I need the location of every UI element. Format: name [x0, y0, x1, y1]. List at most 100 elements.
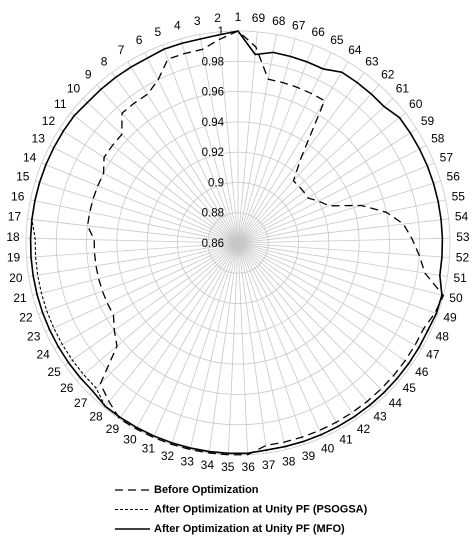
spoke — [45, 242, 239, 333]
category-label: 21 — [13, 291, 27, 305]
grid-circle — [55, 60, 421, 426]
category-label: 26 — [60, 381, 74, 395]
spoke — [64, 242, 239, 366]
category-label: 42 — [357, 422, 371, 436]
spoke — [54, 242, 239, 350]
category-label: 4 — [174, 19, 181, 33]
category-label: 10 — [67, 82, 81, 96]
spoke — [35, 180, 239, 244]
category-label: 32 — [161, 449, 175, 463]
category-label: 7 — [118, 43, 125, 57]
spoke — [237, 112, 406, 244]
spoke — [70, 112, 239, 244]
category-label: 9 — [85, 67, 92, 81]
spoke — [237, 162, 435, 244]
spoke — [237, 242, 450, 258]
category-label: 28 — [89, 410, 103, 424]
category-label: 67 — [292, 19, 306, 33]
spoke — [171, 242, 239, 445]
category-label: 46 — [415, 365, 429, 379]
category-label: 19 — [7, 251, 21, 265]
category-label: 5 — [155, 25, 162, 39]
spoke — [237, 242, 448, 278]
spoke — [89, 242, 239, 395]
y-tick-label: 0.92 — [202, 147, 224, 159]
spoke — [237, 61, 349, 244]
category-label: 61 — [396, 82, 410, 96]
category-label: 37 — [262, 458, 276, 472]
category-label: 58 — [431, 132, 445, 146]
spoke — [237, 242, 422, 350]
spoke — [218, 31, 239, 244]
category-label: 29 — [106, 422, 120, 436]
spoke — [76, 242, 239, 381]
category-label: 54 — [455, 210, 469, 224]
category-label: 66 — [311, 25, 325, 39]
spoke — [237, 242, 357, 420]
category-label: 27 — [74, 396, 88, 410]
y-tick-label: 0.88 — [202, 208, 224, 220]
category-label: 52 — [456, 251, 470, 265]
spoke — [237, 34, 277, 244]
spoke — [237, 52, 332, 244]
spoke — [38, 242, 239, 315]
spoke — [237, 242, 400, 381]
spoke — [127, 61, 239, 244]
spoke — [26, 242, 239, 258]
series-line — [29, 30, 444, 455]
category-label: 30 — [123, 433, 137, 447]
spoke — [237, 145, 427, 244]
grid-circle — [207, 212, 269, 274]
category-label: 22 — [19, 311, 33, 325]
y-tick-label: 0.94 — [202, 117, 225, 129]
category-label: 63 — [365, 54, 379, 68]
category-label: 23 — [27, 329, 41, 343]
category-label: 35 — [221, 460, 235, 474]
category-label: 53 — [456, 230, 470, 244]
spoke — [237, 44, 314, 244]
category-label: 25 — [48, 365, 62, 379]
category-label: 36 — [242, 460, 256, 474]
category-label: 50 — [449, 291, 463, 305]
category-label: 1 — [235, 10, 242, 24]
spoke — [28, 242, 239, 278]
category-label: 48 — [436, 329, 450, 343]
spoke — [59, 128, 239, 244]
category-label: 68 — [272, 14, 286, 28]
spoke — [237, 237, 450, 244]
spoke — [111, 72, 239, 244]
spoke — [82, 98, 239, 244]
spoke — [237, 242, 268, 454]
series-line — [86, 30, 445, 456]
spoke — [237, 242, 444, 296]
category-label: 60 — [409, 97, 423, 111]
spoke — [237, 242, 249, 455]
spoke — [237, 242, 287, 450]
spoke — [237, 180, 441, 244]
category-label: 14 — [23, 150, 37, 164]
spoke — [153, 242, 239, 438]
y-tick-label: 0.86 — [202, 238, 224, 250]
y-tick-label: 0.98 — [202, 56, 224, 68]
category-label: 24 — [36, 348, 50, 362]
category-label: 44 — [389, 396, 403, 410]
grid-circle — [146, 151, 330, 335]
spoke — [237, 242, 412, 366]
category-label: 11 — [54, 97, 67, 111]
legend-label: After Optimization at Unity PF (MFO) — [154, 523, 345, 535]
spoke — [237, 242, 341, 430]
spoke — [162, 44, 239, 244]
category-label: 55 — [452, 189, 466, 203]
spoke — [237, 242, 438, 315]
spoke — [199, 34, 239, 244]
spoke — [237, 84, 380, 244]
spoke — [237, 242, 323, 438]
category-label: 17 — [8, 210, 22, 224]
spoke — [26, 237, 239, 244]
category-label: 39 — [302, 449, 316, 463]
spoke — [237, 242, 373, 408]
spoke — [237, 38, 296, 244]
category-label: 34 — [201, 458, 215, 472]
